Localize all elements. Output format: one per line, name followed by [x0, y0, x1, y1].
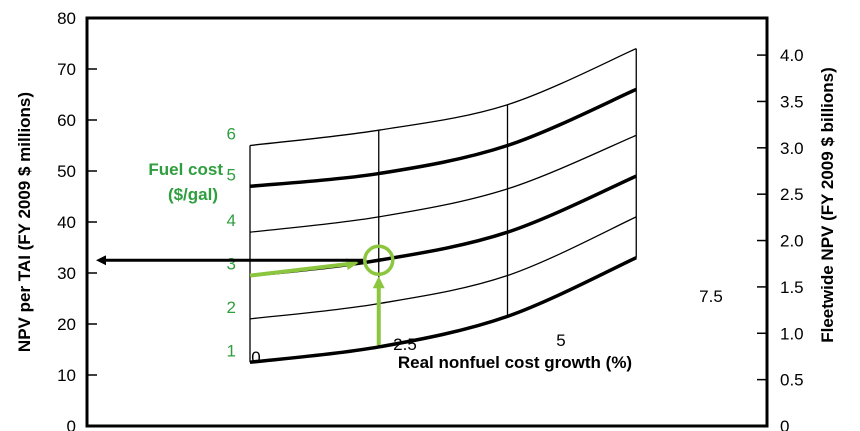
- fuel-curve-6: [249, 48, 637, 147]
- left-axis-ticks: 0 10 20 30 40 50 60 70 80: [57, 9, 97, 431]
- fuel-curve-5: [249, 87, 637, 189]
- right-tick-label: 3.5: [780, 92, 804, 111]
- fuel-curve-2: [249, 216, 637, 320]
- left-tick-label: 10: [57, 366, 76, 385]
- left-tick-label: 60: [57, 111, 76, 130]
- x-tick-label: 0: [251, 348, 260, 367]
- green-fuel-arrow: [249, 258, 359, 278]
- right-tick-label: 1.5: [780, 278, 804, 297]
- left-tick-label: 20: [57, 315, 76, 334]
- example-reading-annotation: [96, 244, 395, 345]
- fuel-tick-label: 4: [227, 211, 236, 230]
- highlight-circle: [363, 244, 395, 276]
- x-tick-label: 2.5: [393, 335, 417, 354]
- right-tick-label: 2.5: [780, 185, 804, 204]
- right-axis-ticks: 0 0.5 1.0 1.5 2.0 2.5 3.0 3.5 4.0: [757, 46, 804, 431]
- left-tick-label: 80: [57, 9, 76, 28]
- fuel-curves: [249, 48, 637, 364]
- fuel-axis-title-line2: ($/gal): [168, 185, 218, 204]
- fuel-axis-tick-labels: 1 2 3 4 5 6: [227, 125, 236, 361]
- right-tick-label: 2.0: [780, 232, 804, 251]
- left-tick-label: 40: [57, 213, 76, 232]
- x-tick-label: 5: [556, 331, 565, 350]
- left-axis-title: NPV per TAI (FY 2009 $ millions): [15, 92, 34, 352]
- x-tick-label: 7.5: [699, 287, 723, 306]
- fuel-tick-label: 6: [227, 125, 236, 144]
- left-tick-label: 30: [57, 264, 76, 283]
- left-tick-label: 70: [57, 60, 76, 79]
- right-tick-label: 0: [780, 417, 789, 431]
- right-tick-label: 0.5: [780, 371, 804, 390]
- left-tick-label: 0: [67, 417, 76, 431]
- fuel-curve-1: [249, 256, 637, 364]
- fuel-axis-title-line1: Fuel cost: [148, 160, 223, 179]
- left-tick-label: 50: [57, 162, 76, 181]
- right-tick-label: 3.0: [780, 139, 804, 158]
- fuel-curve-4: [249, 134, 637, 233]
- right-tick-label: 1.0: [780, 324, 804, 343]
- right-tick-label: 4.0: [780, 46, 804, 65]
- x-axis-title: Real nonfuel cost growth (%): [398, 353, 632, 372]
- right-axis-title: Fleetwide NPV (FY 2009 $ billions): [818, 67, 837, 343]
- fuel-tick-label: 3: [227, 255, 236, 274]
- fuel-tick-label: 1: [227, 341, 236, 360]
- fuel-tick-label: 5: [227, 165, 236, 184]
- x-axis-tick-labels: 0 2.5 5 7.5: [251, 287, 723, 367]
- fuel-tick-label: 2: [227, 298, 236, 317]
